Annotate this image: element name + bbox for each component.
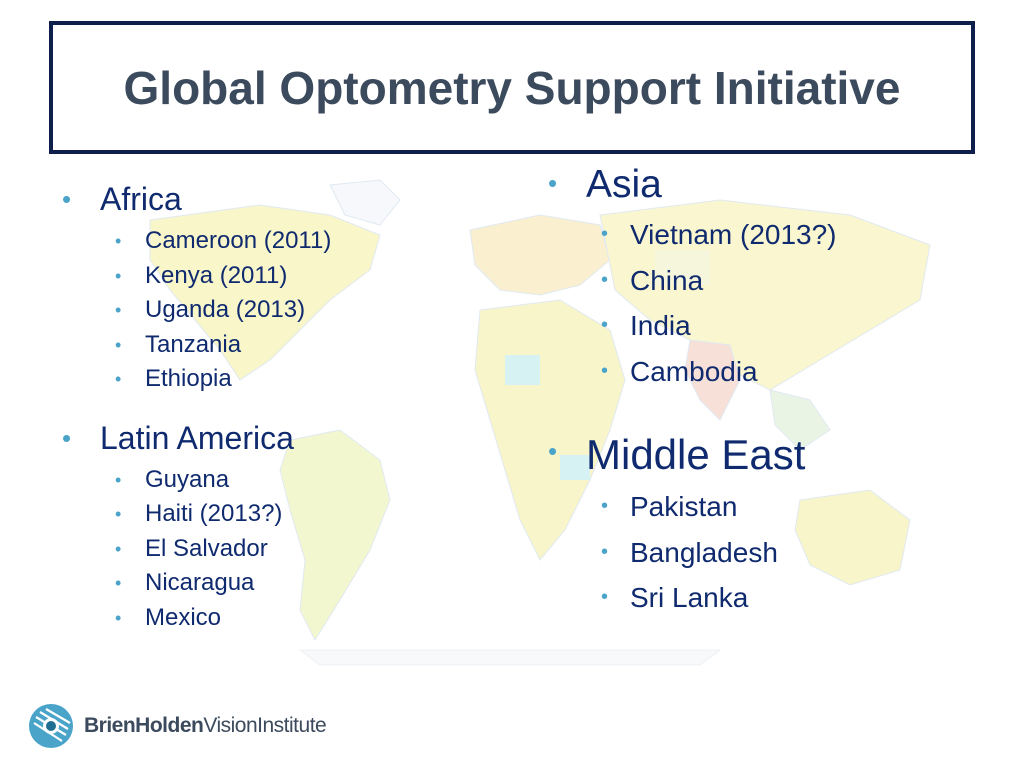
list-item: • Cambodia: [540, 349, 1000, 395]
list-item: • Tanzania: [56, 328, 496, 363]
country-label: Guyana: [145, 465, 230, 493]
list-item: • Guyana: [56, 463, 496, 498]
country-label: El Salvador: [145, 534, 268, 562]
country-label: Cambodia: [630, 355, 758, 387]
map-highlight-region: [560, 455, 590, 480]
list-item: • Vietnam (2013?): [540, 212, 1000, 258]
brien-holden-logo: BrienHoldenVisionInstitute: [26, 700, 327, 752]
list-item: • Sri Lanka: [540, 575, 1000, 621]
eye-logo-icon: [29, 704, 73, 748]
bullet-icon: •: [115, 369, 122, 389]
map-india: [684, 339, 741, 421]
bullet-icon: •: [601, 540, 609, 563]
region-label: Asia: [586, 163, 662, 206]
country-label: India: [630, 310, 691, 341]
map-australia: [794, 489, 911, 586]
map-north-america: [149, 204, 381, 381]
list-item: • Kenya (2011): [56, 259, 496, 294]
country-list: • Guyana • Haiti (2013?) • El Salvador • Nic…: [56, 463, 496, 636]
region-africa: • Africa • Cameroon (2011) • Kenya (2011) …: [56, 176, 496, 397]
bullet-icon: •: [601, 495, 609, 517]
country-label: Vietnam (2013?): [630, 219, 837, 250]
map-highlight-region: [655, 250, 710, 285]
country-label: Kenya (2011): [145, 261, 288, 289]
bullet-icon: •: [115, 265, 122, 286]
country-label: Nicaragua: [145, 569, 255, 596]
map-south-america: [279, 429, 391, 642]
logo-text-rest: VisionInstitute: [203, 714, 327, 737]
bullet-icon: •: [115, 607, 122, 628]
list-item: • Uganda (2013): [56, 293, 496, 328]
list-item: • Nicaragua: [56, 566, 496, 601]
bullet-icon: •: [115, 504, 122, 524]
list-item: • Mexico: [56, 601, 496, 636]
map-greenland: [329, 179, 401, 226]
title-box: Global Optometry Support Initiative: [49, 21, 975, 154]
logo-text-bold: BrienHolden: [84, 714, 204, 737]
bullet-icon: •: [62, 184, 72, 214]
map-asia: [599, 199, 931, 391]
map-southeast-asia: [769, 389, 831, 451]
region-label: Africa: [100, 181, 182, 217]
country-list: • Vietnam (2013?) • China • India • Cambodia: [540, 212, 1000, 394]
region-asia: • Asia • Vietnam (2013?) • China • India • C…: [540, 160, 1000, 394]
list-item: • Ethiopia: [56, 362, 496, 397]
region-middle-east: • Middle East • Pakistan • Bangladesh • Sri…: [540, 428, 1000, 621]
map-europe: [469, 214, 611, 296]
list-item: • China: [540, 258, 1000, 304]
country-label: Tanzania: [145, 330, 242, 358]
region-latin-america: • Latin America • Guyana • Haiti (2013?) •…: [56, 415, 496, 636]
left-column: • Africa • Cameroon (2011) • Kenya (2011) …: [56, 176, 496, 635]
bullet-icon: •: [115, 300, 122, 320]
region-label: Latin America: [100, 419, 294, 456]
bullet-icon: •: [601, 359, 609, 382]
bullet-icon: •: [601, 268, 609, 291]
country-label: Pakistan: [630, 491, 738, 522]
logo-wordmark: BrienHoldenVisionInstitute: [84, 714, 327, 738]
list-item: • Haiti (2013?): [56, 497, 496, 532]
map-highlight-region: [505, 355, 540, 385]
country-label: Sri Lanka: [630, 582, 749, 613]
country-label: Cameroon (2011): [145, 227, 332, 254]
bullet-icon: •: [62, 422, 72, 453]
bullet-icon: •: [548, 436, 558, 466]
list-item: • Cameroon (2011): [56, 224, 496, 259]
bullet-icon: •: [115, 334, 122, 355]
bullet-icon: •: [115, 573, 122, 593]
bullet-icon: •: [115, 231, 122, 251]
country-list: • Cameroon (2011) • Kenya (2011) • Uganda (…: [56, 224, 496, 397]
map-antarctica: [298, 649, 722, 666]
bullet-icon: •: [115, 469, 122, 490]
list-item: • Pakistan: [540, 484, 1000, 530]
country-label: China: [630, 264, 704, 296]
country-label: Uganda (2013): [145, 296, 306, 323]
country-label: Mexico: [145, 603, 222, 631]
bullet-icon: •: [601, 223, 609, 245]
list-item: • Bangladesh: [540, 530, 1000, 576]
list-item: • El Salvador: [56, 532, 496, 567]
bullet-icon: •: [601, 586, 609, 608]
list-item: • India: [540, 303, 1000, 349]
region-label: Middle East: [586, 431, 806, 478]
country-label: Ethiopia: [145, 365, 232, 392]
slide-title: Global Optometry Support Initiative: [123, 61, 901, 114]
country-list: • Pakistan • Bangladesh • Sri Lanka: [540, 484, 1000, 621]
bullet-icon: •: [548, 168, 558, 198]
right-column: • Asia • Vietnam (2013?) • China • India • C…: [540, 160, 1000, 621]
country-label: Haiti (2013?): [145, 500, 283, 527]
bullet-icon: •: [601, 314, 609, 336]
bullet-icon: •: [115, 538, 122, 559]
country-label: Bangladesh: [630, 536, 778, 568]
